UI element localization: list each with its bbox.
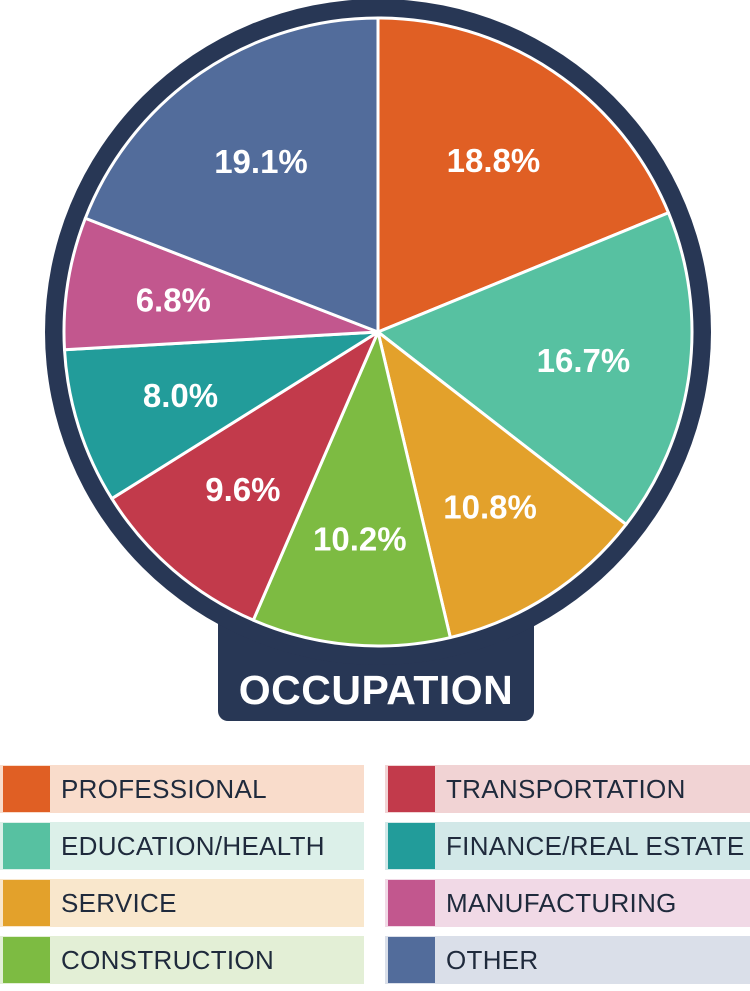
legend-swatch [3, 766, 50, 812]
legend-label: MANUFACTURING [446, 887, 677, 918]
slice-value-label: 16.7% [537, 342, 631, 379]
legend-swatch [3, 880, 50, 926]
legend-item: TRANSPORTATION [385, 765, 750, 813]
slice-value-label: 18.8% [447, 142, 541, 179]
pie-slice-transportation [110, 330, 380, 622]
legend-swatch [388, 823, 435, 869]
occupation-pie-chart: 18.8% 16.7% 10.8% 10.2% 9.6% 8.0% 6.8% 19.1% OC… [45, 0, 711, 721]
legend-item: SERVICE [0, 879, 364, 927]
pie-slice-service [376, 330, 628, 640]
pie-slice-finance-real-estate [63, 330, 380, 501]
legend-item: EDUCATION/HEALTH [0, 822, 364, 870]
legend-swatch [3, 823, 50, 869]
pie-slice-education-health [376, 211, 694, 526]
legend-label: SERVICE [61, 887, 177, 918]
pie-slice-professional [376, 16, 670, 334]
legend-item: PROFESSIONAL [0, 765, 364, 813]
pie-slice-construction [251, 330, 452, 648]
legend-label: FINANCE/REAL ESTATE [446, 830, 745, 861]
legend-label: OTHER [446, 944, 539, 975]
legend-item: CONSTRUCTION [0, 936, 364, 984]
slice-value-label: 6.8% [136, 282, 211, 319]
legend-label: PROFESSIONAL [61, 773, 267, 804]
pie-slice-manufacturing [62, 216, 380, 352]
slice-value-label: 19.1% [214, 143, 308, 180]
legend-label: TRANSPORTATION [446, 773, 686, 804]
chart-title: OCCUPATION [239, 667, 514, 713]
legend-swatch [388, 937, 435, 983]
pie-slice-other [83, 16, 380, 334]
legend-item: OTHER [385, 936, 750, 984]
legend-swatch [388, 766, 435, 812]
slice-value-label: 8.0% [143, 377, 218, 414]
slice-value-label: 10.2% [313, 520, 407, 557]
legend-item: MANUFACTURING [385, 879, 750, 927]
legend-swatch [388, 880, 435, 926]
slice-value-label: 9.6% [205, 471, 280, 508]
legend: PROFESSIONAL EDUCATION/HEALTH SERVICE CONST… [0, 765, 750, 991]
legend-label: EDUCATION/HEALTH [61, 830, 325, 861]
slice-value-label: 10.8% [443, 488, 537, 525]
legend-label: CONSTRUCTION [61, 944, 275, 975]
legend-item: FINANCE/REAL ESTATE [385, 822, 750, 870]
legend-swatch [3, 937, 50, 983]
